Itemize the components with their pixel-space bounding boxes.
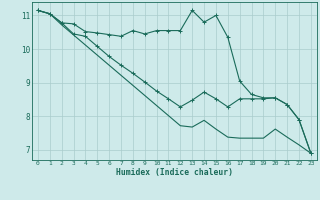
- X-axis label: Humidex (Indice chaleur): Humidex (Indice chaleur): [116, 168, 233, 177]
